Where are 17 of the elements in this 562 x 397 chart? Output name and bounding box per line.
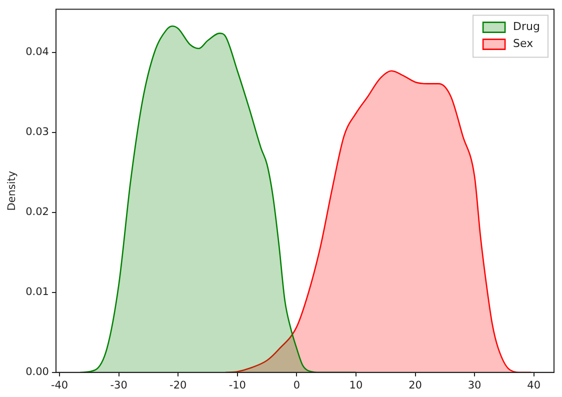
legend-label: Sex	[513, 37, 534, 50]
x-tick-label: -40	[50, 379, 68, 392]
y-tick-label: 0.00	[26, 366, 49, 378]
y-tick-label: 0.04	[26, 46, 50, 58]
y-tick-label: 0.03	[26, 126, 49, 138]
x-tick-label: 40	[527, 379, 541, 392]
x-tick-label: -30	[110, 379, 128, 392]
y-tick-label: 0.01	[26, 286, 49, 298]
x-tick-label: 10	[349, 379, 363, 392]
x-tick-label: -10	[228, 379, 246, 392]
y-tick-label: 0.02	[26, 206, 49, 218]
x-tick-label: 0	[293, 379, 300, 392]
y-axis-title: Density	[6, 170, 18, 211]
x-tick-label: -20	[170, 379, 187, 392]
x-tick-label: 30	[468, 379, 482, 392]
x-tick-label: 20	[408, 379, 422, 392]
legend-label: Drug	[513, 20, 540, 34]
